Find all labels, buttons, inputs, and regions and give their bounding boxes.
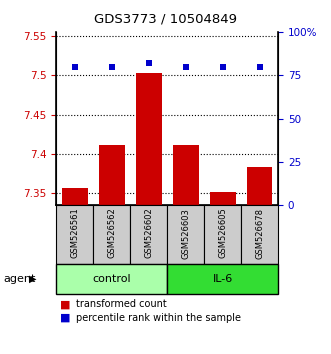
Text: percentile rank within the sample: percentile rank within the sample	[76, 313, 241, 322]
Text: agent: agent	[3, 274, 36, 284]
Text: GSM526678: GSM526678	[255, 208, 264, 259]
Bar	[210, 192, 236, 205]
Text: IL-6: IL-6	[213, 274, 233, 284]
Bar	[56, 264, 167, 294]
Bar	[93, 205, 130, 264]
Text: GSM526602: GSM526602	[144, 208, 153, 258]
Text: GSM526562: GSM526562	[107, 208, 116, 258]
Point	[72, 64, 77, 69]
Bar	[56, 205, 93, 264]
Text: control: control	[92, 274, 131, 284]
Bar	[173, 145, 199, 205]
Bar	[136, 73, 162, 205]
Text: GSM526603: GSM526603	[181, 208, 190, 258]
Point	[220, 64, 225, 69]
Text: GSM526561: GSM526561	[70, 208, 79, 258]
Bar	[62, 188, 88, 205]
Bar	[247, 167, 272, 205]
Text: GSM526605: GSM526605	[218, 208, 227, 258]
Point	[146, 60, 151, 66]
Point	[109, 64, 115, 69]
Bar	[241, 205, 278, 264]
Point	[183, 64, 188, 69]
Text: ■: ■	[60, 313, 70, 322]
Bar	[167, 264, 278, 294]
Bar	[99, 145, 125, 205]
Bar	[130, 205, 167, 264]
Text: GDS3773 / 10504849: GDS3773 / 10504849	[94, 12, 237, 25]
Bar	[167, 205, 204, 264]
Text: transformed count: transformed count	[76, 299, 167, 309]
Bar	[204, 205, 241, 264]
Text: ■: ■	[60, 299, 70, 309]
Text: ▶: ▶	[29, 274, 36, 284]
Point	[257, 64, 262, 69]
